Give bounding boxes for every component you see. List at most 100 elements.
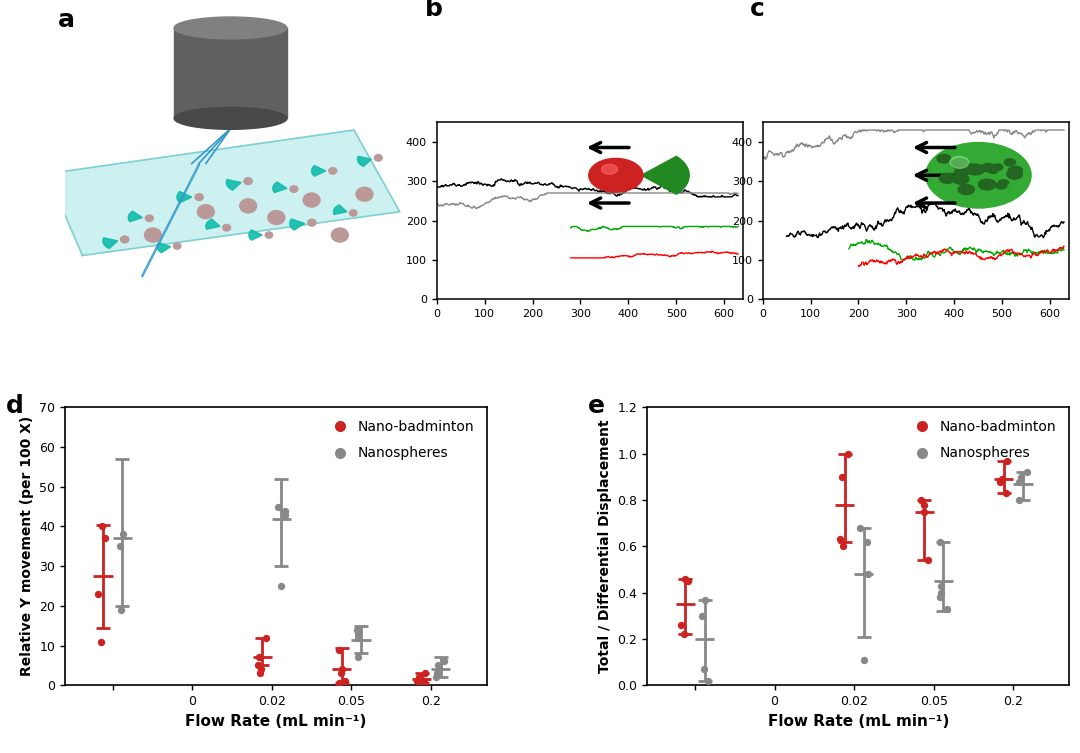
Polygon shape <box>248 230 262 240</box>
Ellipse shape <box>174 108 287 130</box>
Point <box>932 587 949 599</box>
Point <box>90 588 107 600</box>
Circle shape <box>303 193 320 207</box>
Point <box>937 603 955 615</box>
Circle shape <box>268 211 285 224</box>
Polygon shape <box>227 179 241 190</box>
Circle shape <box>762 38 849 68</box>
Text: a: a <box>57 8 75 32</box>
Point <box>276 505 294 517</box>
Point <box>676 573 693 585</box>
Circle shape <box>146 215 153 221</box>
Point <box>330 677 348 689</box>
Point <box>672 619 689 631</box>
Point <box>257 632 274 644</box>
Point <box>835 541 852 553</box>
Circle shape <box>350 210 357 216</box>
Point <box>833 471 850 483</box>
Point <box>994 473 1011 485</box>
Circle shape <box>801 51 810 54</box>
Point <box>932 580 949 592</box>
Point <box>428 671 445 683</box>
Point <box>713 72 730 84</box>
Point <box>276 508 294 520</box>
Text: e: e <box>589 394 605 417</box>
Point <box>919 554 936 566</box>
Polygon shape <box>48 130 400 255</box>
Circle shape <box>222 224 231 231</box>
Point <box>696 663 713 675</box>
Text: b: b <box>424 0 443 21</box>
Circle shape <box>788 47 822 59</box>
Point <box>998 487 1015 499</box>
Circle shape <box>121 236 129 243</box>
Point <box>429 667 446 679</box>
Point <box>251 651 268 663</box>
Circle shape <box>198 205 214 218</box>
Polygon shape <box>177 191 192 203</box>
Polygon shape <box>334 205 347 215</box>
Circle shape <box>424 41 510 71</box>
Point <box>430 660 447 672</box>
Circle shape <box>356 187 373 201</box>
Point <box>112 604 130 616</box>
Point <box>679 575 697 587</box>
Point <box>350 627 367 639</box>
Point <box>113 529 131 541</box>
Polygon shape <box>357 157 372 166</box>
Point <box>272 580 289 592</box>
Point <box>931 535 948 547</box>
Point <box>349 623 366 636</box>
Polygon shape <box>103 238 118 248</box>
Circle shape <box>308 219 316 226</box>
Polygon shape <box>273 182 287 193</box>
Point <box>859 535 876 547</box>
Circle shape <box>328 168 337 174</box>
Point <box>269 501 286 513</box>
Point <box>860 568 877 580</box>
Circle shape <box>458 53 476 59</box>
Point <box>999 455 1016 467</box>
Circle shape <box>450 50 484 62</box>
Circle shape <box>440 46 495 66</box>
Point <box>699 675 716 687</box>
Point <box>675 628 692 640</box>
Polygon shape <box>206 219 220 229</box>
Point <box>1017 466 1035 478</box>
Point <box>1012 471 1029 483</box>
Point <box>337 675 354 687</box>
Point <box>839 448 856 460</box>
Point <box>93 636 110 648</box>
Ellipse shape <box>174 17 287 39</box>
Text: d: d <box>5 394 24 417</box>
Polygon shape <box>158 242 171 253</box>
Circle shape <box>174 243 181 249</box>
Circle shape <box>778 43 833 62</box>
Polygon shape <box>129 212 143 221</box>
Point <box>410 671 428 683</box>
Circle shape <box>195 194 203 200</box>
Polygon shape <box>174 28 287 118</box>
Circle shape <box>244 178 253 184</box>
Point <box>94 520 111 532</box>
Point <box>416 675 433 687</box>
Circle shape <box>289 186 298 192</box>
Point <box>417 667 434 679</box>
Point <box>852 522 869 534</box>
Point <box>330 644 348 656</box>
Circle shape <box>796 50 814 56</box>
Legend: Nano-badminton, Nanospheres: Nano-badminton, Nanospheres <box>903 414 1063 466</box>
Point <box>855 654 873 666</box>
Legend: Nano-badminton, Nanospheres: Nano-badminton, Nanospheres <box>320 414 480 466</box>
Point <box>915 505 932 517</box>
Point <box>96 532 113 544</box>
Point <box>333 667 350 679</box>
Point <box>435 655 453 667</box>
X-axis label: Flow Rate (mL min⁻¹): Flow Rate (mL min⁻¹) <box>768 714 949 728</box>
Circle shape <box>462 54 472 57</box>
Point <box>931 591 948 603</box>
Point <box>350 632 367 644</box>
Point <box>832 533 849 545</box>
Point <box>693 610 711 622</box>
Point <box>252 667 269 679</box>
